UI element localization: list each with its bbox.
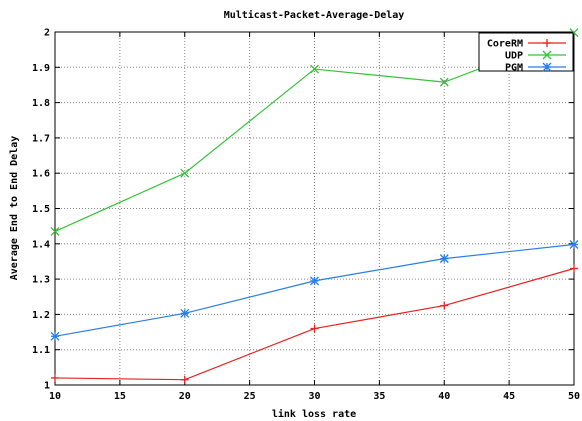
legend-box — [478, 32, 574, 72]
legend-label-udp: UDP — [505, 51, 523, 62]
y-tick-label: 1.1 — [32, 345, 50, 356]
data-point-pgm — [439, 254, 449, 264]
series-corerm — [51, 264, 578, 384]
y-tick-label: 1 — [44, 381, 50, 392]
y-tick-label: 1.7 — [32, 133, 50, 144]
marker-udp-d2 — [50, 226, 60, 236]
legend-entry-udp: UDP — [505, 51, 566, 62]
data-point-udp — [439, 77, 449, 87]
y-tick-label: 1.9 — [32, 63, 50, 74]
x-tick-label: 45 — [503, 391, 515, 402]
x-tick-label: 25 — [244, 391, 256, 402]
legend-entry-pgm: PGM — [505, 63, 566, 74]
legend-marker-pgm-d2 — [542, 62, 552, 72]
data-point-udp — [50, 226, 60, 236]
data-point-corerm — [570, 264, 578, 273]
data-point-udp — [310, 64, 319, 74]
legend-label-pgm: PGM — [505, 63, 523, 74]
data-point-corerm — [310, 324, 319, 333]
data-point-pgm — [50, 331, 60, 341]
y-tick-label: 1.2 — [32, 310, 50, 321]
x-axis-label: link loss rate — [272, 408, 356, 420]
x-tick-label: 15 — [114, 391, 126, 402]
y-tick-label: 1.3 — [32, 275, 50, 286]
marker-udp-d2 — [310, 64, 319, 74]
data-point-corerm — [51, 373, 59, 382]
chart-title: Multicast-Packet-Average-Delay — [224, 9, 405, 21]
marker-udp-d2 — [439, 77, 449, 87]
data-point-udp — [180, 168, 190, 178]
marker-pgm-d2 — [439, 254, 449, 264]
y-tick-label: 1.5 — [32, 204, 50, 215]
data-point-corerm — [180, 375, 189, 384]
marker-pgm-d2 — [50, 331, 60, 341]
legend-entry-corerm: CoreRM — [487, 39, 566, 50]
marker-pgm-d2 — [180, 308, 190, 318]
marker-pgm-d2 — [310, 276, 319, 286]
marker-udp-d2 — [180, 168, 190, 178]
x-tick-label: 35 — [373, 391, 385, 402]
x-tick-label: 20 — [179, 391, 191, 402]
series-line-corerm — [54, 267, 575, 381]
y-tick-label: 1.6 — [32, 169, 50, 180]
x-tick-label: 30 — [308, 391, 320, 402]
data-point-pgm — [310, 276, 319, 286]
x-tick-label: 50 — [568, 391, 580, 402]
y-tick-label: 1.8 — [32, 98, 50, 109]
y-axis-label: Average End to End Delay — [9, 136, 20, 281]
legend-marker-udp-d2 — [542, 50, 552, 60]
x-tick-label: 10 — [49, 391, 61, 402]
data-point-pgm — [569, 240, 579, 249]
series-pgm — [50, 240, 579, 341]
data-point-corerm — [440, 301, 449, 310]
legend-label-corerm: CoreRM — [487, 39, 523, 50]
axis-ticks: 10 15 20 25 30 35 40 45 50 1 1.1 1.2 1.3 1.4 1.5 1.6 1.7… — [32, 28, 580, 403]
marker-pgm-d2 — [569, 240, 579, 249]
y-tick-label: 1.4 — [32, 239, 50, 250]
data-point-pgm — [180, 308, 190, 318]
y-tick-label: 2 — [44, 28, 50, 39]
x-tick-label: 40 — [438, 391, 450, 402]
